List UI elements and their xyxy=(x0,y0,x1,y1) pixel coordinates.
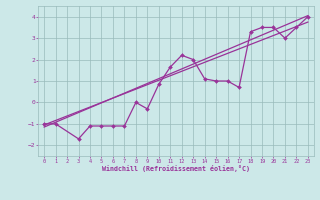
X-axis label: Windchill (Refroidissement éolien,°C): Windchill (Refroidissement éolien,°C) xyxy=(102,165,250,172)
